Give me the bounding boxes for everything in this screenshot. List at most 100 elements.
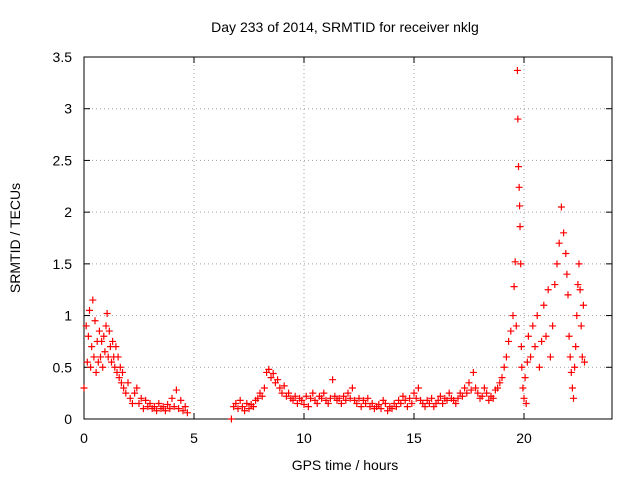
data-point	[94, 358, 102, 366]
data-point	[304, 403, 312, 411]
data-point	[529, 322, 537, 330]
y-tick-label: 0	[64, 411, 72, 427]
x-tick-label: 10	[296, 430, 312, 446]
data-point	[523, 358, 531, 366]
data-point	[302, 392, 310, 400]
data-point	[502, 353, 510, 361]
data-point	[80, 384, 88, 392]
data-point	[183, 409, 191, 417]
data-point	[568, 384, 576, 392]
data-point	[555, 239, 563, 247]
data-point	[375, 401, 383, 409]
data-point	[291, 392, 299, 400]
data-point	[572, 343, 580, 351]
data-point	[509, 312, 517, 320]
data-point	[329, 376, 337, 384]
data-point	[414, 384, 422, 392]
data-point	[112, 343, 120, 351]
data-point	[412, 394, 420, 402]
data-point	[164, 401, 172, 409]
data-point	[245, 405, 253, 413]
data-point	[346, 394, 354, 402]
data-point	[573, 312, 581, 320]
data-point	[469, 368, 477, 376]
data-point	[381, 399, 389, 407]
tick-labels: 0 5 10 15 20 0 0.5 1 1.5 2 2.5 3 3.5	[53, 49, 612, 446]
data-point	[83, 358, 91, 366]
data-point	[142, 396, 150, 404]
data-point	[454, 394, 462, 402]
data-point	[368, 399, 376, 407]
data-point	[522, 399, 530, 407]
y-tick-label: 1	[64, 308, 72, 324]
data-point	[560, 229, 568, 237]
data-point	[340, 392, 348, 400]
data-point	[463, 389, 471, 397]
data-point	[119, 368, 126, 376]
x-tick-label: 20	[516, 430, 532, 446]
data-point	[99, 363, 107, 371]
data-point	[179, 407, 187, 415]
data-point	[300, 401, 308, 409]
y-tick-label: 0.5	[53, 359, 73, 375]
chart-title: Day 233 of 2014, SRMTID for receiver nkl…	[211, 19, 479, 35]
data-point	[98, 337, 106, 345]
data-point	[546, 353, 554, 361]
data-point	[478, 392, 486, 400]
y-tick-label: 3	[64, 101, 72, 117]
data-point	[92, 368, 100, 376]
data-point	[249, 403, 257, 411]
data-point	[452, 399, 460, 407]
data-point	[520, 394, 528, 402]
data-point	[101, 348, 109, 356]
data-point	[549, 322, 557, 330]
plot-frame	[83, 56, 613, 420]
data-point	[258, 392, 266, 400]
data-point	[576, 286, 584, 294]
data-point	[377, 405, 385, 413]
data-point	[540, 301, 548, 309]
data-point	[326, 394, 334, 402]
data-point	[335, 394, 343, 402]
data-point	[97, 353, 104, 361]
data-point	[276, 384, 284, 392]
data-point	[135, 399, 143, 407]
data-point	[443, 396, 451, 404]
data-point	[155, 399, 163, 407]
data-point	[278, 389, 286, 397]
data-point	[95, 327, 103, 335]
data-point	[515, 163, 522, 171]
data-point	[126, 394, 134, 402]
data-point	[159, 403, 167, 411]
data-point	[571, 363, 579, 371]
data-point	[103, 310, 111, 318]
data-point	[519, 384, 527, 392]
data-point	[581, 358, 588, 366]
y-tick-label: 3.5	[53, 49, 73, 65]
data-point	[421, 403, 429, 411]
data-point	[89, 296, 97, 304]
data-point	[133, 384, 141, 392]
data-point	[538, 337, 546, 345]
data-point	[461, 384, 469, 392]
data-point	[105, 327, 113, 335]
data-point	[513, 66, 521, 74]
x-axis-label: GPS time / hours	[292, 457, 399, 473]
data-point	[518, 363, 526, 371]
data-point	[298, 396, 306, 404]
data-point	[567, 368, 575, 376]
data-point	[531, 343, 539, 351]
data-point	[565, 332, 573, 340]
data-point	[562, 250, 570, 258]
data-point	[234, 405, 242, 413]
data-point	[331, 392, 339, 400]
x-tick-label: 0	[80, 430, 88, 446]
data-point	[102, 322, 110, 330]
data-point	[320, 389, 328, 397]
data-point	[516, 223, 524, 231]
data-point	[227, 415, 235, 423]
data-point	[551, 281, 559, 289]
data-point	[175, 405, 183, 413]
data-point	[388, 405, 396, 413]
